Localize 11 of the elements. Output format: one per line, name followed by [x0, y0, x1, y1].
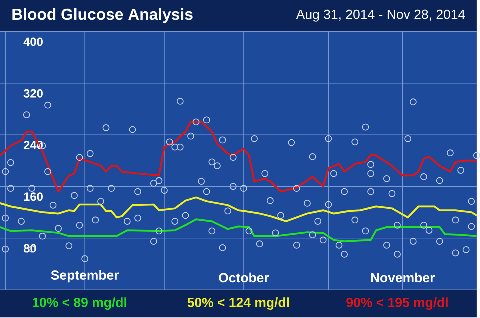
- chart-subtitle: Aug 31, 2014 - Nov 28, 2014: [296, 10, 466, 22]
- x-tick-label: October: [219, 273, 270, 283]
- x-tick-label: September: [51, 270, 120, 283]
- chart-title: Blood Glucose Analysis: [12, 8, 193, 24]
- y-tick-label: 160: [24, 192, 43, 202]
- y-tick-label: 400: [24, 38, 43, 46]
- x-tick-label: November: [371, 273, 435, 283]
- text: 10% < 89 mg/dl: [32, 298, 126, 310]
- y-tick-label: 320: [24, 90, 43, 98]
- text: 90% < 195 mg/dl: [346, 298, 448, 310]
- text: 50% < 124 mg/dl: [188, 298, 290, 310]
